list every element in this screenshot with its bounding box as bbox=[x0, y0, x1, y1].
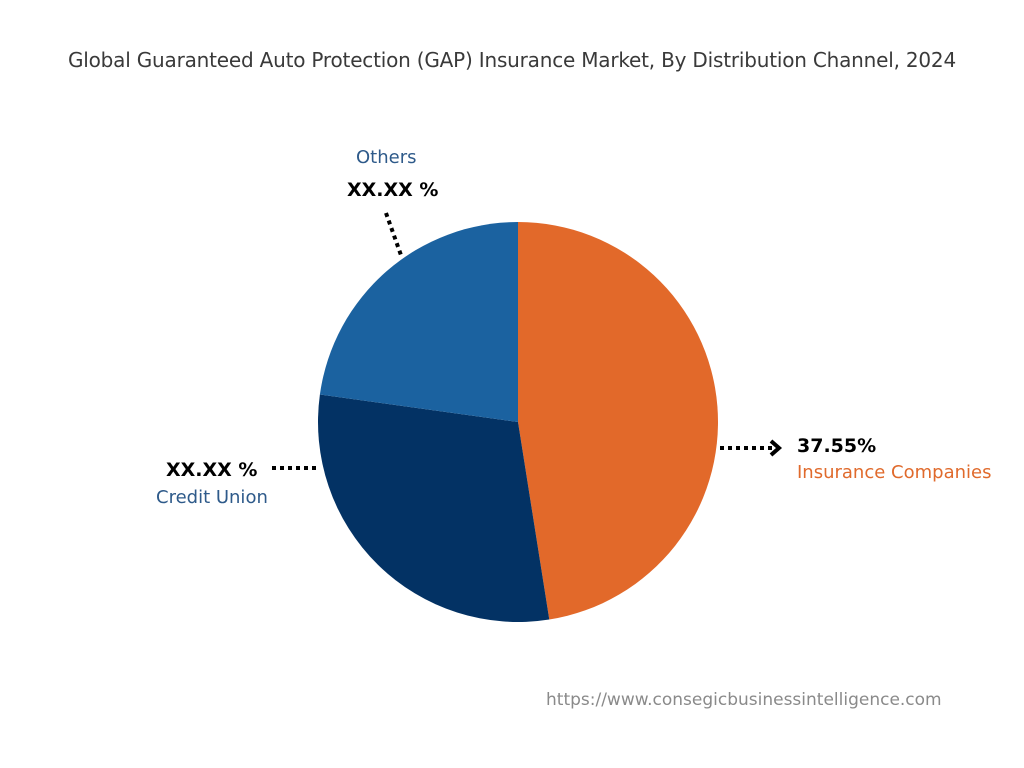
chart-title: Global Guaranteed Auto Protection (GAP) … bbox=[67, 48, 956, 72]
pie-slice-credit-union bbox=[318, 394, 550, 622]
leader-others bbox=[384, 212, 404, 259]
label-insurance-companies-name: Insurance Companies bbox=[797, 462, 992, 483]
pie-slice-others bbox=[319, 222, 518, 422]
pie-slice-insurance-companies bbox=[518, 222, 718, 620]
label-others-value: XX.XX % bbox=[347, 179, 439, 201]
label-credit-union-name: Credit Union bbox=[156, 487, 268, 508]
label-insurance-companies-value: 37.55% bbox=[797, 435, 877, 457]
source-url[interactable]: https://www.consegicbusinessintelligence… bbox=[546, 690, 942, 710]
label-credit-union-value: XX.XX % bbox=[166, 459, 258, 481]
arrow-head-icon bbox=[769, 439, 783, 457]
label-others-name: Others bbox=[356, 147, 417, 168]
